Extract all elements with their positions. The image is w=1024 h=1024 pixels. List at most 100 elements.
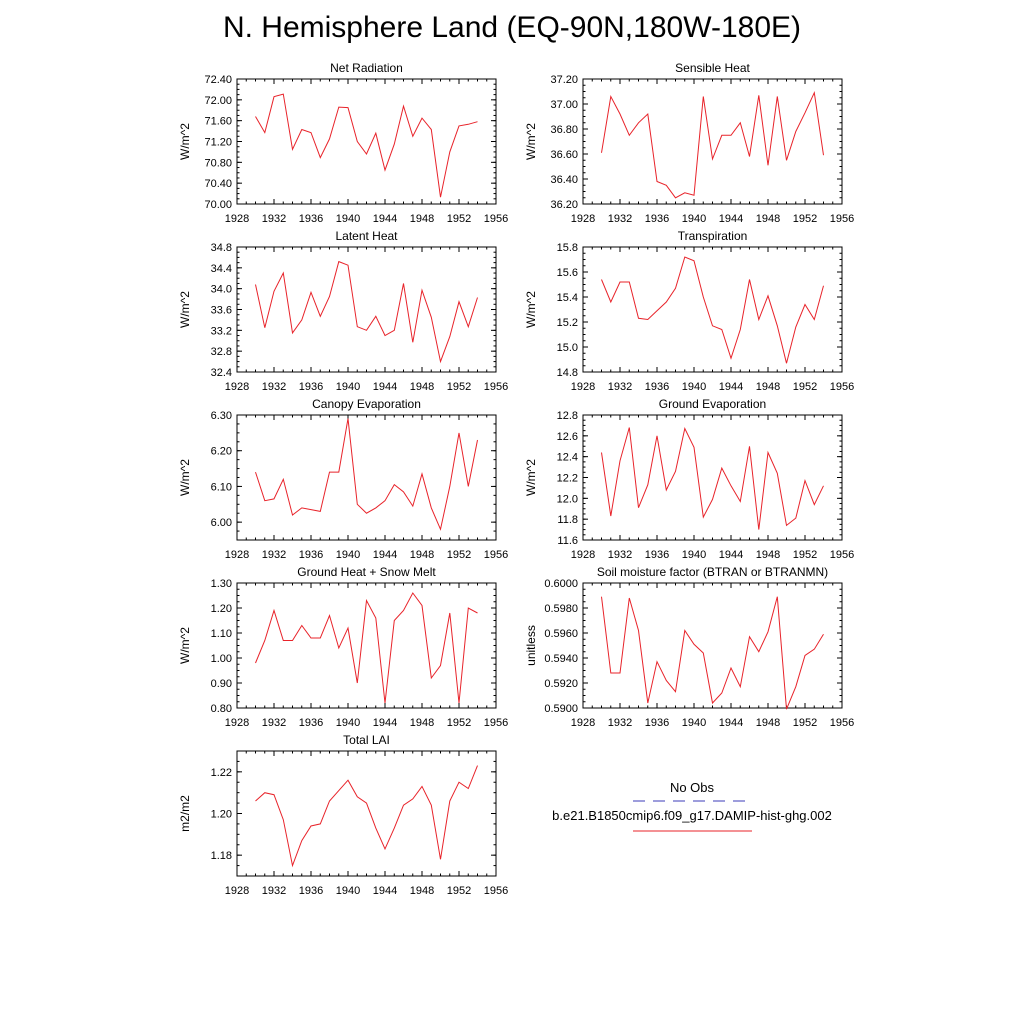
y-tick-label: 36.40 — [550, 174, 578, 186]
x-tick-label: 1928 — [571, 549, 595, 561]
x-tick-label: 1948 — [756, 381, 780, 393]
x-tick-label: 1936 — [299, 549, 323, 561]
series-line — [255, 260, 478, 364]
x-tick-label: 1956 — [484, 381, 508, 393]
x-tick-label: 1932 — [262, 717, 286, 729]
y-tick-label: 33.2 — [211, 325, 232, 337]
y-tick-label: 0.5900 — [544, 703, 578, 715]
panel-title: Net Radiation — [330, 61, 403, 75]
y-tick-label: 15.6 — [557, 267, 578, 279]
plot-frame — [236, 414, 497, 541]
x-tick-label: 1932 — [608, 717, 632, 729]
x-tick-label: 1944 — [373, 213, 397, 225]
chart-panel: Net Radiation 1928 1932 1936 1940 1944 1948 195… — [178, 61, 508, 225]
x-tick-label: 1928 — [225, 381, 249, 393]
x-tick-label: 1936 — [645, 549, 669, 561]
x-tick-label: 1940 — [682, 381, 706, 393]
x-tick-label: 1940 — [682, 717, 706, 729]
chart-panel: Ground Evaporation 1928 1932 1936 1940 1944 19… — [524, 397, 854, 561]
x-tick-label: 1948 — [756, 213, 780, 225]
x-tick-label: 1940 — [336, 717, 360, 729]
y-axis-label: W/m^2 — [178, 123, 192, 160]
y-tick-label: 14.8 — [557, 367, 578, 379]
x-tick-label: 1936 — [299, 885, 323, 897]
chart-panel: Sensible Heat 1928 1932 1936 1940 1944 1948 195… — [524, 61, 854, 225]
legend-obs-label: No Obs — [670, 780, 715, 795]
y-tick-label: 12.0 — [557, 493, 578, 505]
x-tick-label: 1948 — [410, 213, 434, 225]
y-tick-label: 71.60 — [204, 116, 232, 128]
x-tick-label: 1932 — [262, 885, 286, 897]
y-axis-label: W/m^2 — [524, 291, 538, 328]
y-tick-label: 36.80 — [550, 124, 578, 136]
y-tick-label: 1.20 — [211, 603, 232, 615]
y-tick-label: 0.5940 — [544, 653, 578, 665]
x-tick-label: 1936 — [299, 213, 323, 225]
x-tick-label: 1932 — [608, 549, 632, 561]
x-tick-label: 1956 — [484, 549, 508, 561]
legend: No Obs b.e21.B1850cmip6.f09_g17.DAMIP-hi… — [552, 780, 832, 832]
y-tick-label: 37.20 — [550, 74, 578, 86]
plot-frame — [582, 414, 843, 541]
x-tick-label: 1928 — [225, 717, 249, 729]
y-tick-label: 6.20 — [211, 446, 232, 458]
panel-title: Ground Evaporation — [659, 397, 766, 411]
chart-panel: Soil moisture factor (BTRAN or BTRANMN) 1… — [524, 565, 854, 729]
y-axis-label: W/m^2 — [524, 123, 538, 160]
y-tick-label: 0.5960 — [544, 628, 578, 640]
x-tick-label: 1940 — [336, 213, 360, 225]
x-tick-label: 1940 — [336, 549, 360, 561]
series-line — [601, 90, 824, 199]
y-axis-label: unitless — [524, 625, 538, 666]
x-tick-label: 1928 — [571, 381, 595, 393]
x-tick-label: 1928 — [225, 885, 249, 897]
y-tick-label: 6.30 — [211, 410, 232, 422]
y-tick-label: 72.00 — [204, 95, 232, 107]
y-tick-label: 12.6 — [557, 431, 578, 443]
x-tick-label: 1940 — [336, 885, 360, 897]
x-tick-label: 1956 — [830, 717, 854, 729]
y-axis-label: W/m^2 — [524, 459, 538, 496]
x-tick-label: 1932 — [262, 213, 286, 225]
y-tick-label: 15.2 — [557, 317, 578, 329]
x-tick-label: 1944 — [373, 717, 397, 729]
x-tick-label: 1944 — [719, 381, 743, 393]
series-line — [601, 596, 824, 710]
y-axis-label: W/m^2 — [178, 291, 192, 328]
x-tick-label: 1928 — [225, 213, 249, 225]
x-tick-label: 1952 — [793, 381, 817, 393]
series-line — [255, 765, 478, 868]
series-line — [255, 93, 478, 198]
x-tick-label: 1944 — [719, 717, 743, 729]
y-tick-label: 32.4 — [211, 367, 232, 379]
chart-panel: Transpiration 1928 1932 1936 1940 1944 1948 195… — [524, 229, 854, 393]
series-line — [255, 418, 478, 531]
series-line — [601, 256, 824, 364]
x-tick-label: 1928 — [571, 717, 595, 729]
y-tick-label: 37.00 — [550, 99, 578, 111]
plot-frame — [582, 582, 843, 709]
series-line — [601, 426, 824, 530]
x-tick-label: 1936 — [645, 381, 669, 393]
x-tick-label: 1940 — [682, 549, 706, 561]
y-tick-label: 1.00 — [211, 653, 232, 665]
x-tick-label: 1928 — [571, 213, 595, 225]
panel-title: Sensible Heat — [675, 61, 750, 75]
x-tick-label: 1952 — [447, 213, 471, 225]
y-tick-label: 70.40 — [204, 178, 232, 190]
series-line — [255, 592, 478, 704]
y-tick-label: 11.8 — [557, 514, 578, 526]
y-tick-label: 34.4 — [211, 263, 232, 275]
plot-frame — [236, 78, 497, 205]
x-tick-label: 1952 — [447, 717, 471, 729]
y-tick-label: 0.5920 — [544, 678, 578, 690]
x-tick-label: 1948 — [410, 381, 434, 393]
x-tick-label: 1944 — [719, 549, 743, 561]
x-tick-label: 1944 — [373, 549, 397, 561]
y-axis-label: W/m^2 — [178, 459, 192, 496]
x-tick-label: 1948 — [756, 549, 780, 561]
x-tick-label: 1932 — [262, 549, 286, 561]
chart-panels: Net Radiation 1928 1932 1936 1940 1944 1948 195… — [178, 61, 854, 897]
x-tick-label: 1952 — [793, 717, 817, 729]
